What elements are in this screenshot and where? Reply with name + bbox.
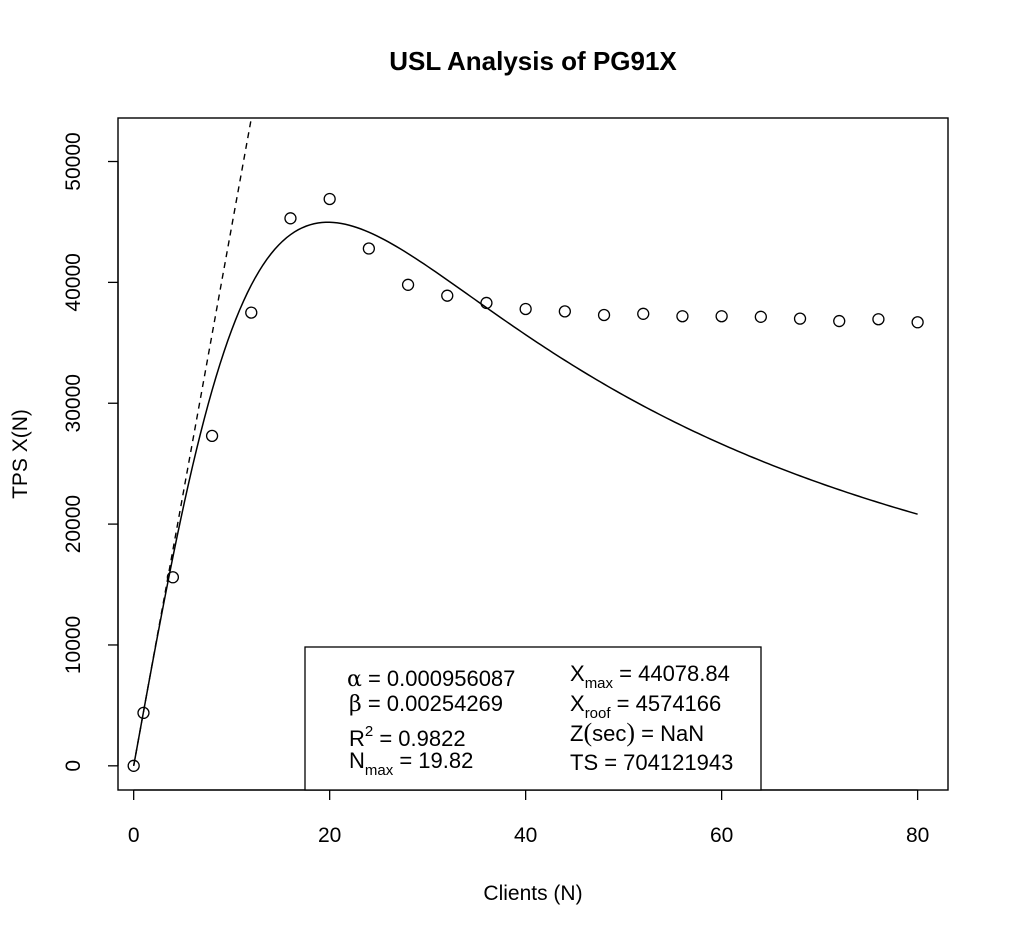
- data-point: [441, 289, 454, 302]
- data-point: [676, 310, 689, 323]
- y-tick-label: 0: [62, 760, 85, 772]
- data-point: [754, 310, 767, 323]
- data-point: [323, 192, 336, 206]
- chart-title: USL Analysis of PG91X: [389, 46, 677, 76]
- data-point: [833, 314, 846, 328]
- data-point: [793, 312, 807, 325]
- legend-x-max: Xmax = 44078.84: [570, 661, 730, 692]
- legend-ts: TS = 704121943: [570, 750, 733, 775]
- x-axis-label: Clients (N): [483, 882, 582, 905]
- legend-n-max: Nmax = 19.82: [349, 748, 473, 779]
- usl-fit-curve: [132, 221, 918, 766]
- legend-box: α = 0.000956087 β = 0.00254269 R2 = 0.98…: [304, 646, 762, 791]
- data-point: [205, 429, 219, 443]
- y-tick-label: 10000: [62, 616, 85, 674]
- data-point: [637, 307, 650, 320]
- legend-beta: β = 0.00254269: [349, 691, 503, 717]
- legend-z-sec: Z(sec) = NaN: [570, 718, 704, 747]
- y-tick-label: 50000: [62, 132, 85, 190]
- y-tick-label: 20000: [62, 495, 85, 553]
- y-axis-label: TPS X(N): [9, 409, 32, 499]
- y-tick-label: 40000: [62, 253, 85, 311]
- data-point: [245, 306, 258, 319]
- x-tick-label: 80: [906, 824, 929, 847]
- legend-alpha: α = 0.000956087: [347, 666, 515, 692]
- x-tick-label: 20: [318, 824, 341, 847]
- x-tick-label: 0: [128, 824, 140, 847]
- data-point: [401, 278, 415, 291]
- data-point: [284, 212, 297, 225]
- data-point: [872, 313, 885, 326]
- legend-x-roof: Xroof = 4574166: [570, 691, 721, 722]
- y-tick-label: 30000: [62, 374, 85, 432]
- data-point: [519, 302, 532, 316]
- x-tick-label: 60: [710, 824, 733, 847]
- x-tick-label: 40: [514, 824, 537, 847]
- data-point: [137, 706, 150, 720]
- data-point: [911, 316, 924, 329]
- legend-r-squared: R2 = 0.9822: [349, 723, 466, 751]
- data-point: [597, 308, 611, 322]
- data-point: [558, 305, 571, 318]
- plot-clipped: [127, 118, 924, 772]
- data-point: [715, 310, 728, 323]
- data-point: [127, 759, 140, 772]
- data-point: [362, 242, 376, 255]
